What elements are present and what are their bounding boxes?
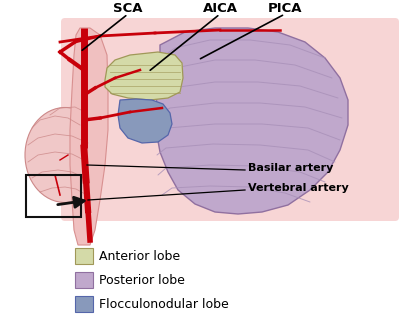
Polygon shape	[156, 28, 348, 214]
Text: Basilar artery: Basilar artery	[248, 163, 333, 173]
Text: Anterior lobe: Anterior lobe	[99, 249, 180, 263]
Polygon shape	[105, 52, 183, 100]
Bar	[26, 175, 81, 217]
Text: Vertebral artery: Vertebral artery	[248, 183, 349, 193]
Bar	[75, 272, 93, 288]
Polygon shape	[70, 28, 108, 245]
Text: Flocculonodular lobe: Flocculonodular lobe	[99, 297, 229, 311]
Text: PICA: PICA	[268, 2, 302, 14]
Text: SCA: SCA	[113, 2, 143, 14]
Bar	[75, 248, 93, 264]
FancyBboxPatch shape	[61, 18, 399, 221]
Bar	[75, 296, 93, 312]
Text: AICA: AICA	[202, 2, 238, 14]
Text: Posterior lobe: Posterior lobe	[99, 273, 185, 287]
Polygon shape	[118, 99, 172, 143]
Ellipse shape	[25, 108, 105, 203]
